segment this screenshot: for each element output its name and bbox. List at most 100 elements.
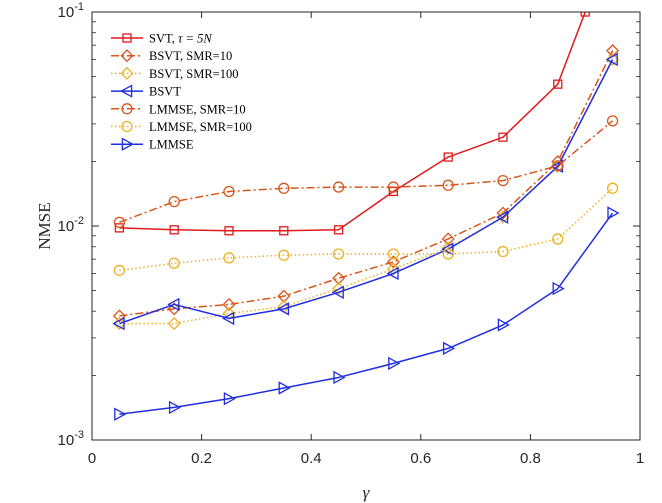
data-point — [331, 285, 344, 299]
x-axis-title: γ — [363, 483, 371, 502]
legend-label: LMMSE, SMR=10 — [149, 102, 246, 116]
data-point — [497, 245, 509, 258]
data-point — [607, 206, 620, 220]
data-point — [332, 181, 345, 193]
data-point — [497, 318, 510, 332]
x-tick-label: 0.4 — [301, 450, 322, 467]
data-point — [606, 115, 619, 127]
data-point — [496, 210, 509, 224]
data-point — [222, 311, 235, 326]
y-tick-label: 10-1 — [58, 1, 84, 21]
data-point — [386, 266, 399, 281]
data-point — [606, 52, 620, 66]
data-point — [332, 248, 345, 260]
data-point — [606, 182, 619, 194]
legend-marker — [122, 33, 132, 43]
data-point — [276, 302, 290, 316]
legend-entry: BSVT, SMR=100 — [111, 66, 238, 81]
series-line — [119, 212, 614, 415]
legend-label: LMMSE — [149, 138, 194, 152]
data-point — [442, 248, 454, 260]
legend-entry: BSVT — [111, 84, 181, 99]
legend-label: LMMSE, SMR=100 — [149, 120, 252, 134]
y-tick-label: 10-3 — [58, 429, 84, 449]
series-7 — [114, 206, 620, 421]
data-point — [442, 341, 456, 356]
data-point — [388, 356, 401, 371]
data-point — [114, 223, 125, 233]
legend-label: SVT, τ = 5N — [149, 32, 212, 46]
data-point — [441, 242, 454, 256]
data-point — [386, 255, 400, 269]
data-point — [498, 132, 508, 142]
series-layer — [112, 12, 620, 421]
legend-marker — [121, 103, 133, 115]
x-tick-label: 0.6 — [410, 450, 431, 467]
data-point — [496, 206, 510, 220]
data-point — [167, 302, 181, 316]
legend-marker — [121, 137, 134, 151]
data-point — [169, 225, 179, 235]
data-point — [497, 174, 509, 187]
legend-marker — [120, 49, 134, 63]
data-point — [580, 12, 590, 17]
data-point — [112, 316, 125, 331]
legend-entry: BSVT, SMR=10 — [111, 49, 232, 63]
plot-area — [92, 12, 640, 440]
data-point — [386, 262, 400, 276]
legend: SVT, τ = 5N BSVT, SMR=10 BSVT, SMR=100 BSVT… — [111, 32, 252, 152]
x-tick-label: 0.8 — [520, 450, 541, 467]
data-point — [552, 160, 564, 172]
legend-entry: LMMSE — [111, 137, 194, 152]
series-1 — [114, 12, 590, 236]
data-point — [387, 181, 400, 193]
y-axis-title: NMSE — [35, 202, 54, 249]
data-point — [223, 252, 235, 264]
data-point — [278, 249, 290, 261]
data-point — [168, 400, 182, 415]
data-point — [113, 264, 126, 277]
x-tick-label: 1 — [636, 450, 644, 467]
data-point — [552, 281, 565, 296]
data-point — [441, 232, 455, 246]
data-point — [333, 225, 344, 235]
series-line — [119, 50, 614, 317]
data-point — [333, 370, 346, 385]
data-point — [167, 317, 181, 331]
series-line — [119, 59, 614, 325]
data-point — [114, 407, 127, 421]
data-point — [222, 297, 236, 311]
x-tick-label: 0.2 — [191, 450, 212, 467]
data-point — [224, 226, 234, 236]
data-point — [278, 182, 290, 194]
y-tick-label: 10-2 — [58, 215, 84, 235]
data-point — [168, 257, 180, 269]
data-point — [278, 381, 291, 395]
series-line — [119, 120, 614, 224]
data-point — [441, 241, 455, 255]
legend-entry: LMMSE, SMR=100 — [111, 120, 252, 134]
data-point — [496, 210, 510, 224]
data-point — [167, 297, 180, 312]
data-point — [223, 185, 235, 198]
data-point — [442, 179, 454, 191]
x-tick-label: 0 — [88, 450, 96, 467]
series-line — [119, 12, 586, 232]
data-point — [553, 79, 563, 89]
data-point — [168, 195, 180, 208]
legend-entry: LMMSE, SMR=10 — [111, 102, 246, 116]
data-point — [387, 248, 400, 260]
data-point — [443, 152, 453, 162]
series-6 — [113, 182, 619, 277]
legend-marker — [120, 84, 133, 98]
series-line — [119, 187, 614, 272]
axes-layer: 0 0.2 0.4 0.6 0.8 1 10-3 10-2 10-1 — [58, 1, 645, 467]
data-point — [279, 226, 289, 236]
data-point — [113, 216, 126, 229]
data-point — [605, 52, 618, 67]
series-5 — [113, 115, 619, 229]
data-point — [552, 233, 564, 245]
data-point — [223, 391, 236, 406]
data-point — [112, 309, 126, 323]
